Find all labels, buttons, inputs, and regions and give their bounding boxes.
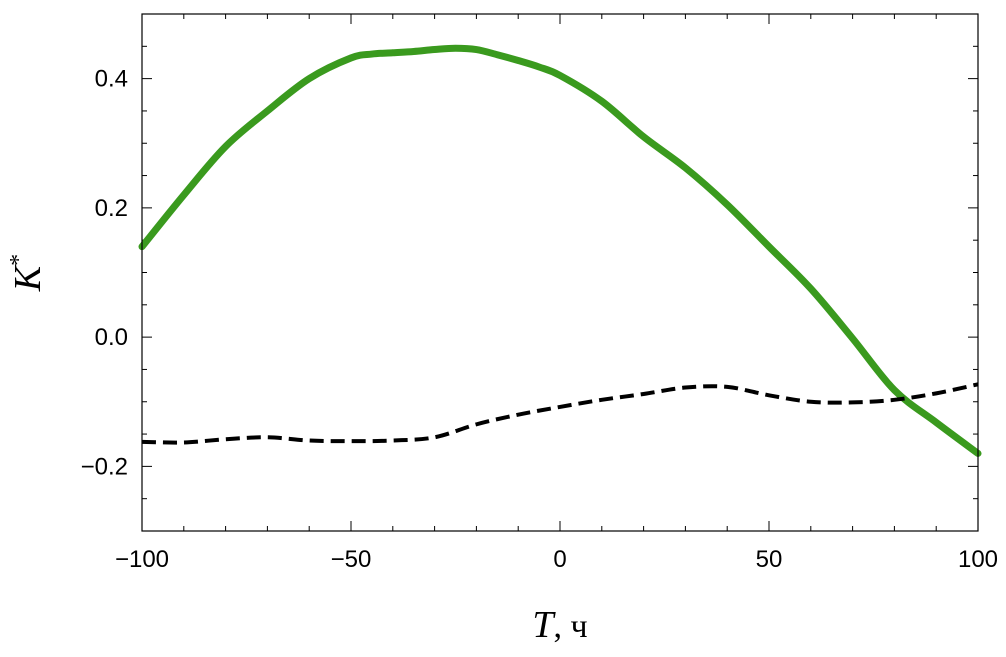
y-axis-title: K* bbox=[6, 254, 49, 292]
x-tick-label: −100 bbox=[115, 546, 169, 573]
y-axis-symbol: K bbox=[7, 264, 49, 292]
y-axis-superscript: * bbox=[6, 254, 32, 266]
plot-frame bbox=[141, 13, 979, 532]
tick-labels: −100 −50 0 50 100 −0.2 0.0 0.2 0.4 bbox=[81, 66, 998, 573]
x-tick-label: 50 bbox=[756, 546, 783, 573]
solid-series-line bbox=[138, 44, 982, 457]
axis-ticks bbox=[141, 14, 979, 532]
x-tick-label: 0 bbox=[553, 546, 566, 573]
dashed-series-line bbox=[141, 382, 979, 445]
x-tick-label: −50 bbox=[331, 546, 372, 573]
x-axis-unit: , ч bbox=[554, 608, 588, 645]
y-tick-label: −0.2 bbox=[81, 453, 128, 480]
x-axis-symbol: T bbox=[532, 604, 556, 646]
y-tick-label: 0.4 bbox=[95, 66, 128, 93]
y-tick-label: 0.2 bbox=[95, 195, 128, 222]
x-axis-title: T, ч bbox=[532, 604, 587, 646]
y-tick-label: 0.0 bbox=[95, 324, 128, 351]
plot-series bbox=[138, 44, 982, 457]
x-tick-label: 100 bbox=[958, 546, 998, 573]
